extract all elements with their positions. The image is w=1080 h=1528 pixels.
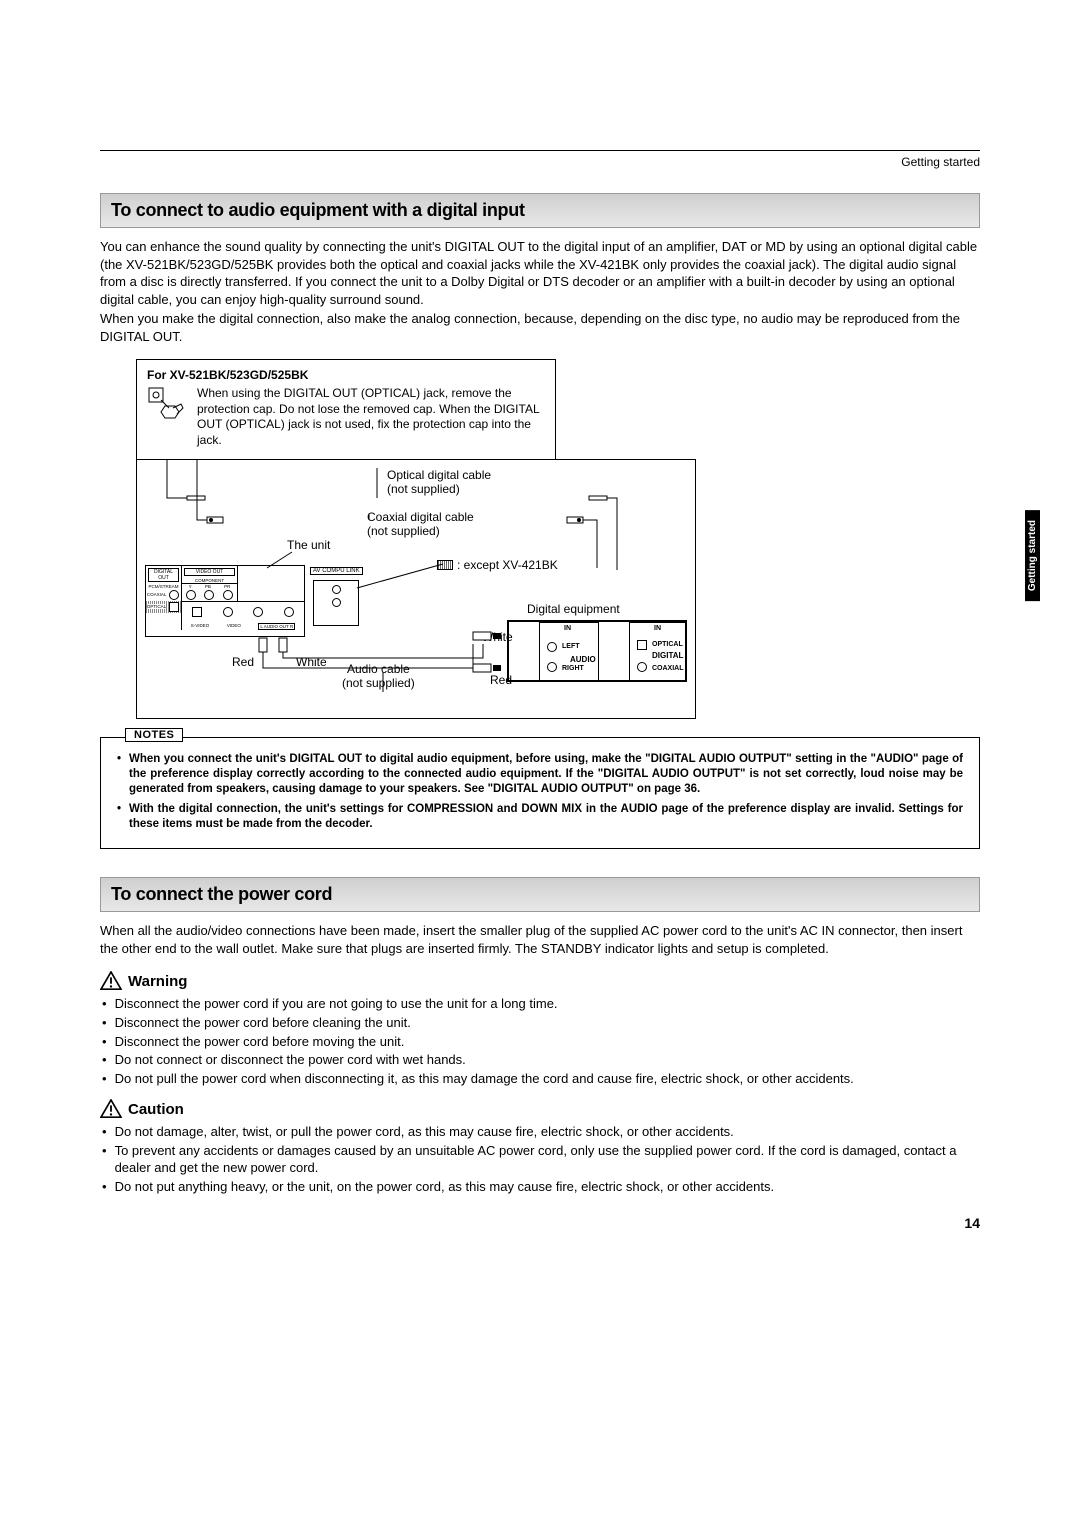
caution-icon <box>100 1099 122 1119</box>
notes-box: NOTES When you connect the unit's DIGITA… <box>100 737 980 850</box>
caution-heading: Caution <box>100 1099 980 1119</box>
optical-cap-icon <box>147 386 187 424</box>
warning-icon <box>100 971 122 991</box>
side-tab: Getting started <box>1025 510 1040 601</box>
hatch-icon <box>437 560 453 570</box>
optical-cable-label: Optical digital cable (not supplied) <box>387 468 491 496</box>
caution-item: Do not put anything heavy, or the unit, … <box>115 1178 775 1196</box>
av-compu-label: AV COMPU LINK <box>310 567 363 575</box>
section1-para2: When you make the digital connection, al… <box>100 310 980 345</box>
diagram-main: Optical digital cable (not supplied) Coa… <box>136 459 696 719</box>
warning-title: Warning <box>128 973 187 990</box>
optical-note-text: When using the DIGITAL OUT (OPTICAL) jac… <box>197 386 545 448</box>
warning-item: Disconnect the power cord before moving … <box>115 1033 405 1051</box>
digital-equipment-label: Digital equipment <box>527 602 620 616</box>
header-section-label: Getting started <box>100 155 980 169</box>
unit-label: The unit <box>287 538 330 552</box>
page-number: 14 <box>100 1215 980 1231</box>
warning-list: Disconnect the power cord if you are not… <box>100 995 980 1087</box>
warning-item: Disconnect the power cord if you are not… <box>115 995 558 1013</box>
caution-item: Do not damage, alter, twist, or pull the… <box>115 1123 734 1141</box>
digital-equipment-panel: IN LEFT AUDIO RIGHT IN OPTICAL DIGITAL C… <box>507 620 687 682</box>
caution-list: Do not damage, alter, twist, or pull the… <box>100 1123 980 1195</box>
section-heading-1: To connect to audio equipment with a dig… <box>100 193 980 228</box>
warning-heading: Warning <box>100 971 980 991</box>
unit-rear-panel: DIGITAL OUT PCM/STREAM COAXIAL OPTICAL V… <box>145 565 305 637</box>
section2-para: When all the audio/video connections hav… <box>100 922 980 957</box>
audio-cable-label: Audio cable (not supplied) <box>342 662 415 690</box>
note-item: When you connect the unit's DIGITAL OUT … <box>129 752 963 797</box>
caution-title: Caution <box>128 1101 184 1118</box>
warning-item: Disconnect the power cord before cleanin… <box>115 1014 411 1032</box>
note-item: With the digital connection, the unit's … <box>129 802 963 832</box>
coaxial-cable-label: Coaxial digital cable (not supplied) <box>367 510 474 538</box>
warning-item: Do not pull the power cord when disconne… <box>115 1070 854 1088</box>
warning-item: Do not connect or disconnect the power c… <box>115 1051 466 1069</box>
notes-title: NOTES <box>125 728 183 742</box>
notes-list: When you connect the unit's DIGITAL OUT … <box>117 752 963 833</box>
white-label-2: White <box>296 655 327 669</box>
optical-note-box: For XV-521BK/523GD/525BK When using the … <box>136 359 556 459</box>
red-label-2: Red <box>232 655 254 669</box>
section1-para1: You can enhance the sound quality by con… <box>100 238 980 308</box>
connection-diagram: For XV-521BK/523GD/525BK When using the … <box>136 359 836 718</box>
header-rule <box>100 150 980 151</box>
except-label: : except XV-421BK <box>457 558 558 572</box>
caution-item: To prevent any accidents or damages caus… <box>115 1142 980 1177</box>
optical-note-title: For XV-521BK/523GD/525BK <box>147 368 545 382</box>
av-compu-panel <box>313 580 359 626</box>
section-heading-2: To connect the power cord <box>100 877 980 912</box>
